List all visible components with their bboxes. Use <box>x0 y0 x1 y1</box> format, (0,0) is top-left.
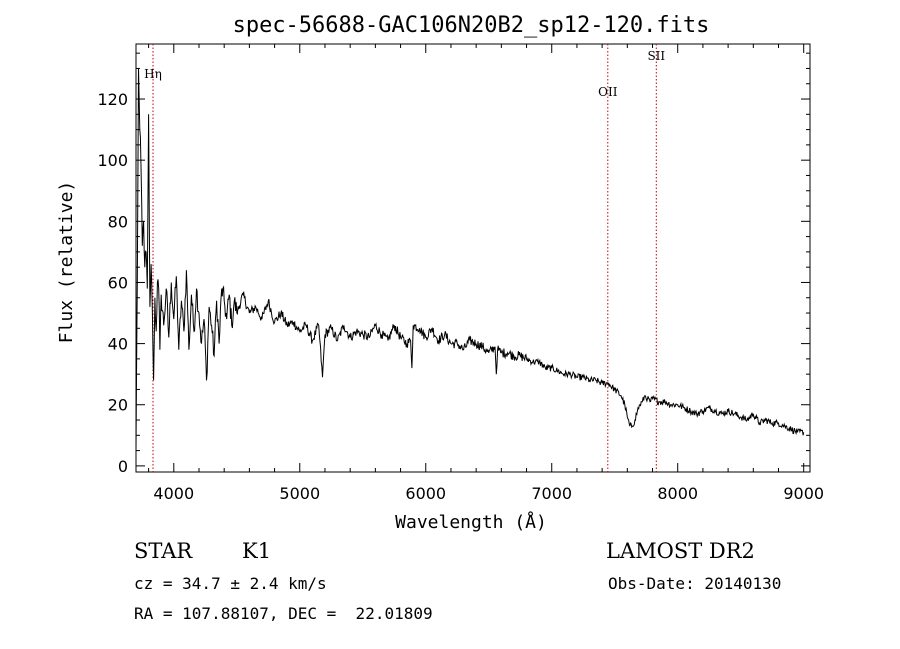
spectral-line-label: SII <box>647 49 665 63</box>
object-subclass: K1 <box>242 539 272 563</box>
spectral-line-markers: Hη OII SII <box>144 44 665 472</box>
x-tick-label: 7000 <box>531 484 572 503</box>
object-class: STAR <box>134 539 193 563</box>
y-tick-label: 120 <box>97 90 128 109</box>
plot-frame <box>135 43 811 473</box>
y-axis-label: Flux (relative) <box>56 181 77 344</box>
chart-title: spec-56688-GAC106N20B2_sp12-120.fits <box>233 13 710 38</box>
spectral-line-label: OII <box>598 85 618 99</box>
y-tick-label: 0 <box>118 457 128 476</box>
x-tick-label: 9000 <box>783 484 824 503</box>
spectrum-chart: spec-56688-GAC106N20B2_sp12-120.fits 400… <box>56 13 824 533</box>
x-tick-label: 6000 <box>405 484 446 503</box>
survey-name: LAMOST DR2 <box>606 539 755 563</box>
x-tick-label: 8000 <box>657 484 698 503</box>
y-tick-label: 40 <box>108 335 128 354</box>
y-tick-label: 20 <box>108 396 128 415</box>
coordinates: RA = 107.88107, DEC = 22.01809 <box>134 604 433 623</box>
spectrum-line <box>135 68 805 451</box>
redshift-velocity: cz = 34.7 ± 2.4 km/s <box>134 574 327 593</box>
y-tick-label: 100 <box>97 151 128 170</box>
observation-date: Obs-Date: 20140130 <box>608 574 782 593</box>
x-tick-label: 4000 <box>153 484 194 503</box>
y-tick-label: 80 <box>108 212 128 231</box>
spectral-line-label: Hη <box>144 67 162 81</box>
x-axis-label: Wavelength (Å) <box>395 511 547 533</box>
plot-border <box>135 43 811 473</box>
y-tick-label: 60 <box>108 273 128 292</box>
x-tick-label: 5000 <box>279 484 320 503</box>
axis-ticks: 4000 5000 6000 7000 8000 9000 0 20 40 60 80 100 120 <box>97 44 824 503</box>
